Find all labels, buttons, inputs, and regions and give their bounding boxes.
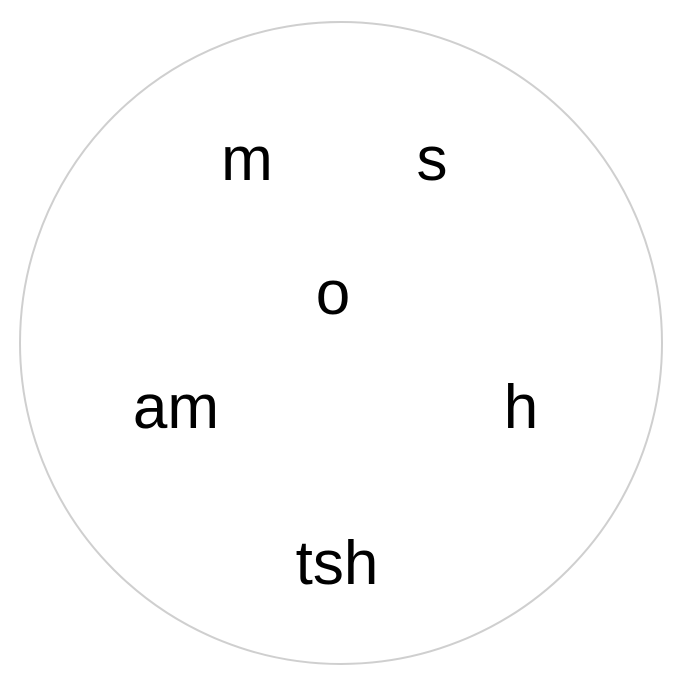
syllable-tile-top-left[interactable]: m bbox=[221, 125, 273, 194]
syllable-tile-center[interactable]: o bbox=[315, 259, 351, 328]
syllable-tile-left[interactable]: am bbox=[132, 373, 220, 442]
syllable-tile-bottom[interactable]: tsh bbox=[295, 529, 379, 598]
syllable-tile-top-right[interactable]: s bbox=[416, 125, 448, 194]
syllable-tile-right[interactable]: h bbox=[503, 373, 539, 442]
letter-circle bbox=[19, 21, 663, 665]
